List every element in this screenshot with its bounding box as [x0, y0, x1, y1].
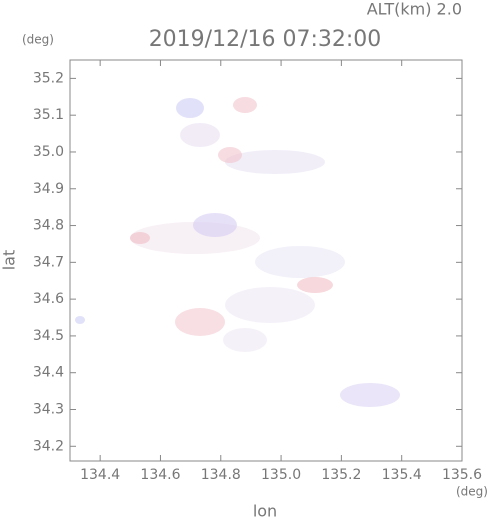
y-tick-label: 34.4: [33, 365, 64, 381]
echo: [75, 316, 85, 324]
y-axis-label: lat: [0, 250, 19, 271]
y-unit: (deg): [22, 33, 54, 47]
echo: [255, 246, 345, 278]
echo: [130, 232, 150, 244]
chart-title: 2019/12/16 07:32:00: [149, 27, 382, 52]
echo: [218, 147, 242, 163]
echo: [297, 277, 333, 293]
y-tick-label: 34.8: [33, 218, 64, 234]
x-tick-label: 135.6: [442, 467, 482, 483]
x-tick-label: 135.4: [382, 467, 422, 483]
x-axis-label: lon: [253, 502, 277, 521]
subtitle: ALT(km) 2.0: [367, 0, 462, 19]
y-tick-label: 34.6: [33, 291, 64, 307]
y-tick-label: 35.0: [33, 144, 64, 160]
echo: [175, 308, 225, 336]
y-tick-label: 34.5: [33, 328, 64, 344]
y-tick-label: 35.2: [33, 70, 64, 86]
x-tick-label: 134.6: [140, 467, 180, 483]
x-tick-label: 135.2: [321, 467, 361, 483]
x-unit: (deg): [456, 485, 488, 499]
y-tick-label: 34.2: [33, 438, 64, 454]
echo-field: [75, 97, 400, 407]
echo: [225, 150, 325, 174]
echo: [223, 328, 267, 352]
y-tick-label: 34.9: [33, 181, 64, 197]
echo: [225, 287, 315, 323]
x-tick-label: 134.8: [201, 467, 241, 483]
x-tick-label: 134.4: [80, 467, 120, 483]
y-tick-label: 35.1: [33, 107, 64, 123]
y-tick-label: 34.3: [33, 401, 64, 417]
echo: [340, 383, 400, 407]
echo: [176, 98, 204, 118]
echo: [180, 123, 220, 147]
echo: [193, 213, 237, 237]
x-tick-label: 135.0: [261, 467, 301, 483]
plot-frame: [69, 59, 463, 462]
echo: [233, 97, 257, 113]
y-tick-label: 34.7: [33, 254, 64, 270]
